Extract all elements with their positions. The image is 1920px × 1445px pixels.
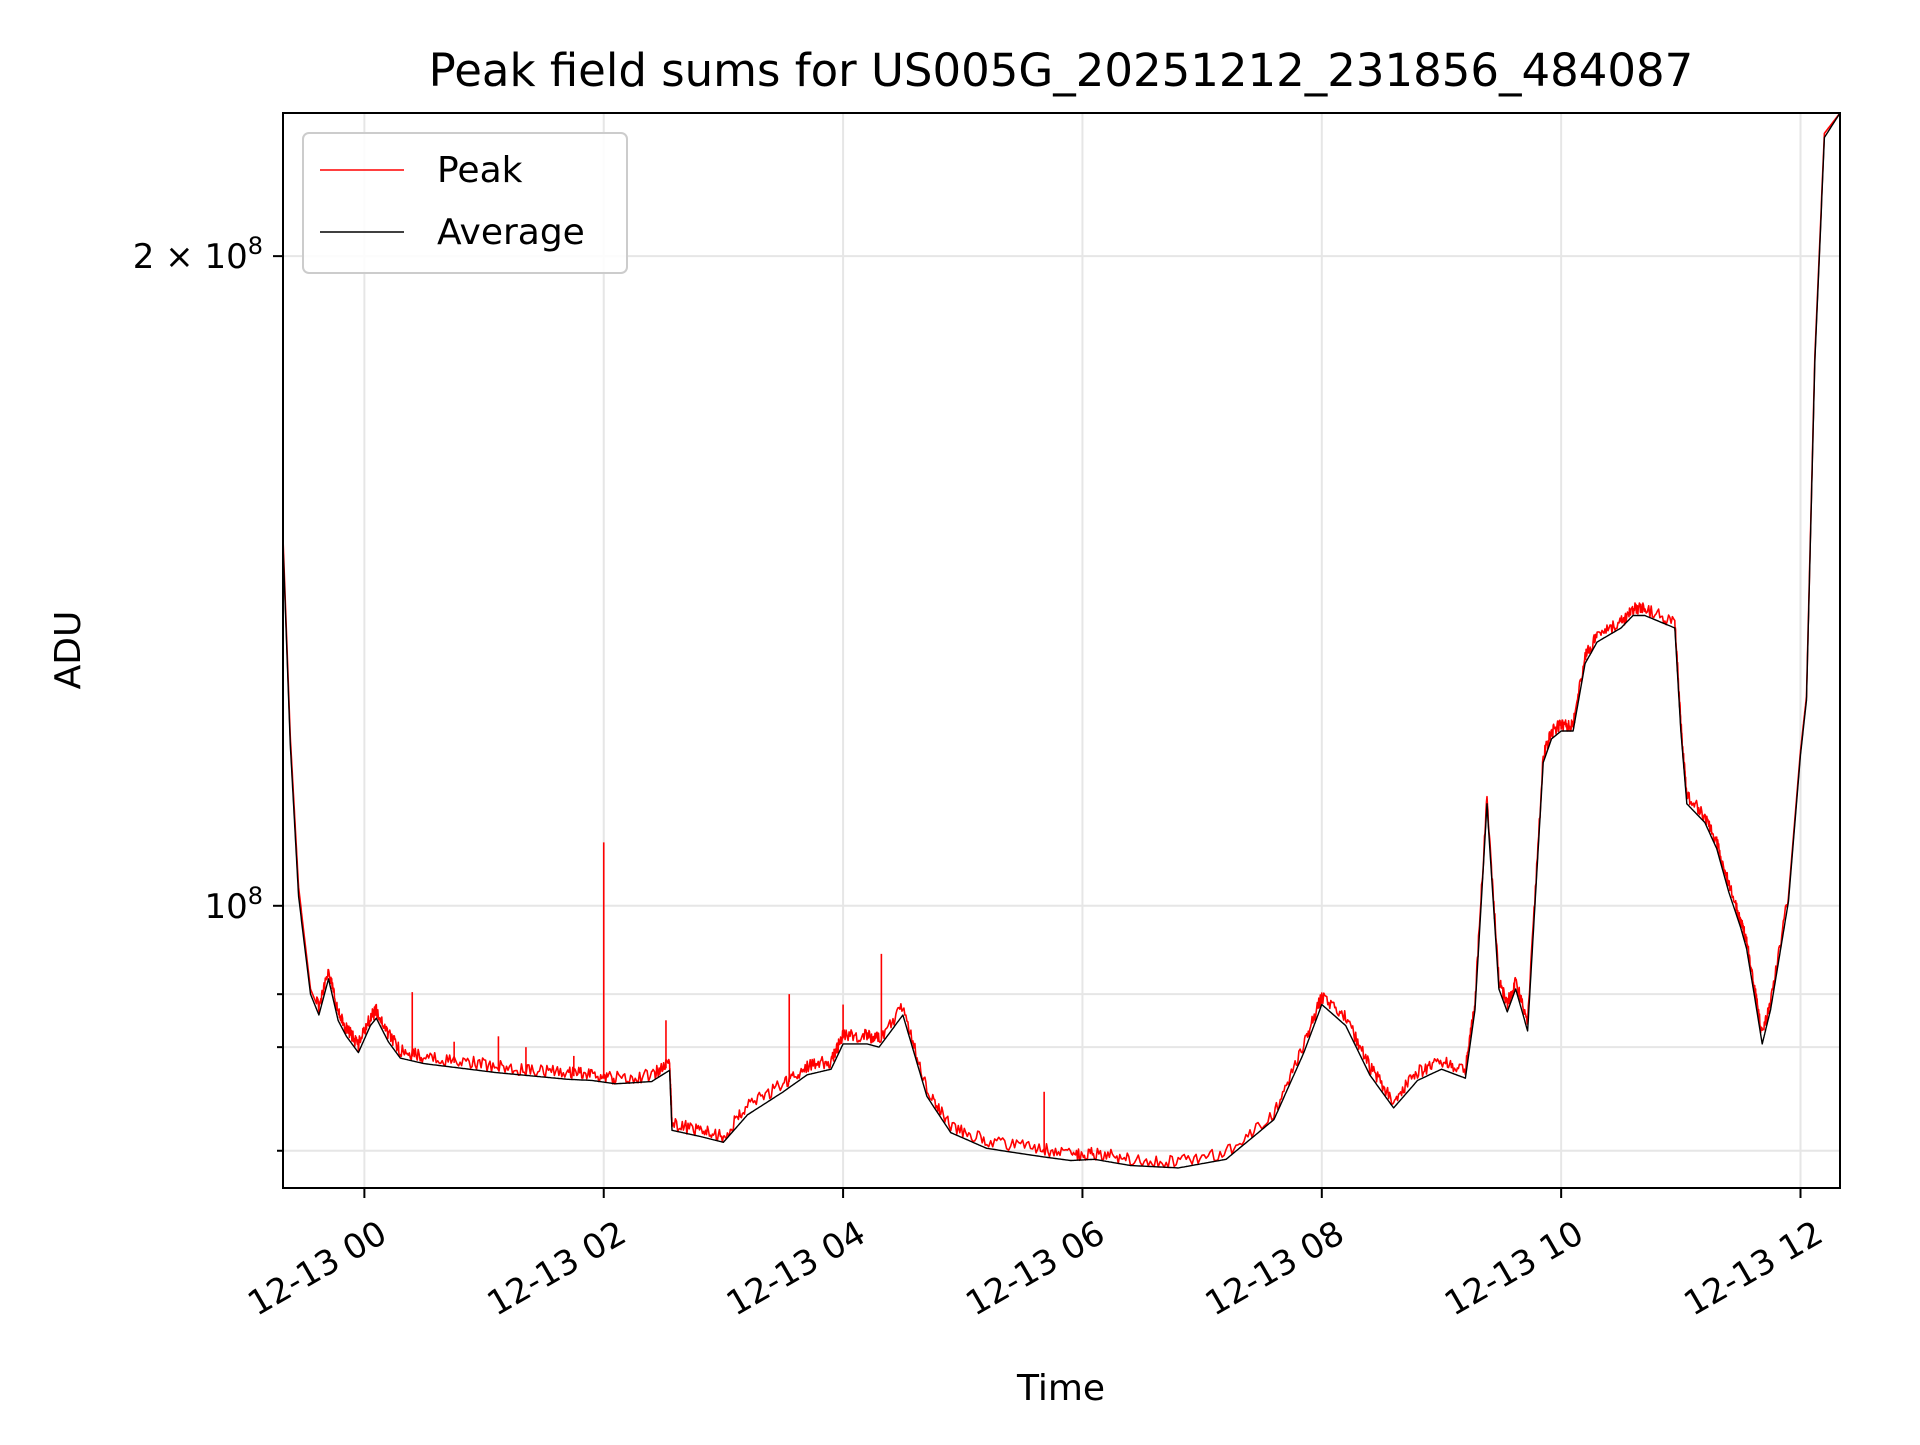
y-axis-ticks: 108 2 × 108 xyxy=(133,232,283,1152)
plot-background xyxy=(283,113,1840,1188)
legend-label-average: Average xyxy=(437,212,585,253)
y-tick-label: 108 xyxy=(204,882,263,927)
series-layer xyxy=(283,113,1840,1169)
series-line-peak xyxy=(283,113,1840,1169)
series-line-average xyxy=(283,113,1840,1169)
legend-box xyxy=(302,132,628,274)
y-axis-label: ADU xyxy=(48,611,89,690)
plot-frame xyxy=(282,112,1841,1189)
legend: Peak Average xyxy=(302,132,628,274)
legend-label-peak: Peak xyxy=(437,150,523,191)
chart-title: Peak field sums for US005G_20251212_2318… xyxy=(429,44,1694,97)
x-axis-label: Time xyxy=(1016,1368,1105,1409)
y-tick-label: 2 × 108 xyxy=(133,232,263,277)
